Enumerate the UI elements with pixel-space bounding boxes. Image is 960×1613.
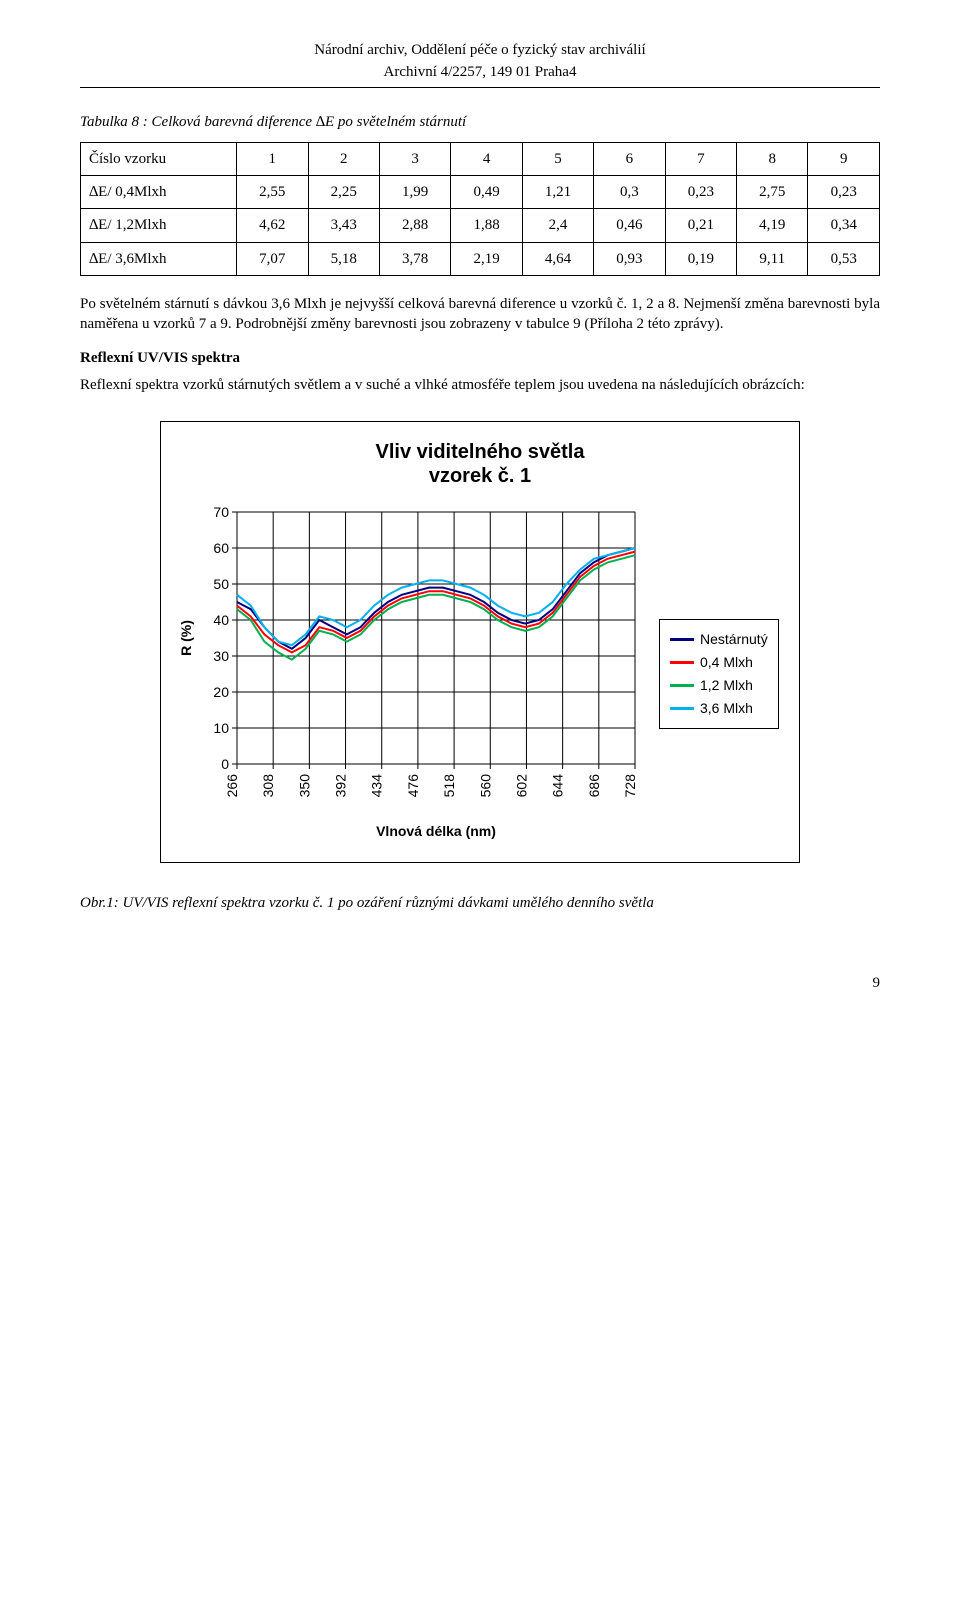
table-cell: 0,21: [665, 209, 736, 242]
table-cell: 2,55: [237, 176, 308, 209]
table-cell: ∆E/ 3,6Mlxh: [81, 242, 237, 275]
table-cell: 0,53: [808, 242, 880, 275]
svg-text:R (%): R (%): [178, 620, 194, 656]
legend-label: Nestárnutý: [700, 630, 768, 649]
chart-title: Vliv viditelného světla vzorek č. 1: [175, 440, 785, 488]
table-header-cell: 4: [451, 142, 522, 175]
svg-text:266: 266: [224, 774, 240, 798]
table-cell: 1,88: [451, 209, 522, 242]
legend-item: Nestárnutý: [670, 630, 768, 649]
table-row: ∆E/ 3,6Mlxh7,075,183,782,194,640,930,199…: [81, 242, 880, 275]
table-cell: 0,34: [808, 209, 880, 242]
svg-text:644: 644: [550, 774, 566, 798]
table-cell: 0,49: [451, 176, 522, 209]
page-number: 9: [80, 973, 880, 993]
table-row: ∆E/ 0,4Mlxh2,552,251,990,491,210,30,232,…: [81, 176, 880, 209]
table-cell: 7,07: [237, 242, 308, 275]
table-caption: Tabulka 8 : Celková barevná diference ∆E…: [80, 112, 880, 132]
table-cell: 5,18: [308, 242, 379, 275]
table-cell: 0,3: [594, 176, 665, 209]
table-header-cell: 5: [522, 142, 593, 175]
svg-text:308: 308: [260, 774, 276, 798]
svg-text:60: 60: [213, 540, 229, 556]
legend-swatch: [670, 638, 694, 641]
header-rule: [80, 87, 880, 88]
table-cell: 0,23: [665, 176, 736, 209]
table-header-cell: 1: [237, 142, 308, 175]
table-cell: 0,46: [594, 209, 665, 242]
table-cell: 4,19: [737, 209, 808, 242]
legend-item: 1,2 Mlxh: [670, 676, 768, 695]
svg-text:476: 476: [405, 774, 421, 798]
legend-item: 3,6 Mlxh: [670, 699, 768, 718]
data-table: Číslo vzorku123456789 ∆E/ 0,4Mlxh2,552,2…: [80, 142, 880, 276]
line-chart: 0 10 20 30 40 50 60 70 266 308 350 392 434 476 518 560 6…: [175, 504, 645, 844]
doc-header-line2: Archivní 4/2257, 149 01 Praha4: [80, 62, 880, 82]
table-cell: 2,4: [522, 209, 593, 242]
table-cell: 4,62: [237, 209, 308, 242]
svg-text:70: 70: [213, 504, 229, 520]
legend-label: 1,2 Mlxh: [700, 676, 753, 695]
table-row: ∆E/ 1,2Mlxh4,623,432,881,882,40,460,214,…: [81, 209, 880, 242]
table-header-cell: 9: [808, 142, 880, 175]
table-cell: 1,21: [522, 176, 593, 209]
svg-text:728: 728: [622, 774, 638, 798]
legend-label: 0,4 Mlxh: [700, 653, 753, 672]
table-cell: 2,88: [379, 209, 450, 242]
table-header-cell: 6: [594, 142, 665, 175]
svg-text:392: 392: [333, 774, 349, 798]
table-cell: 4,64: [522, 242, 593, 275]
body-para-2: Reflexní spektra vzorků stárnutých světl…: [80, 375, 880, 395]
doc-header-line1: Národní archiv, Oddělení péče o fyzický …: [80, 40, 880, 60]
chart-title-line1: Vliv viditelného světla: [376, 441, 585, 463]
svg-text:30: 30: [213, 648, 229, 664]
svg-text:10: 10: [213, 720, 229, 736]
legend-swatch: [670, 684, 694, 687]
table-cell: 3,78: [379, 242, 450, 275]
svg-text:50: 50: [213, 576, 229, 592]
chart-legend: Nestárnutý 0,4 Mlxh 1,2 Mlxh 3,6 Mlxh: [659, 619, 779, 729]
svg-text:40: 40: [213, 612, 229, 628]
legend-item: 0,4 Mlxh: [670, 653, 768, 672]
table-cell: ∆E/ 1,2Mlxh: [81, 209, 237, 242]
svg-text:Vlnová délka (nm): Vlnová délka (nm): [376, 823, 496, 839]
table-cell: 0,23: [808, 176, 880, 209]
table-header-cell: 3: [379, 142, 450, 175]
table-header-cell: 7: [665, 142, 736, 175]
table-cell: 2,19: [451, 242, 522, 275]
table-cell: 3,43: [308, 209, 379, 242]
svg-text:518: 518: [441, 774, 457, 798]
svg-text:686: 686: [586, 774, 602, 798]
svg-text:602: 602: [513, 774, 529, 798]
table-cell: 9,11: [737, 242, 808, 275]
table-cell: 2,75: [737, 176, 808, 209]
svg-text:434: 434: [369, 774, 385, 798]
legend-swatch: [670, 707, 694, 710]
svg-text:0: 0: [221, 756, 229, 772]
table-cell: 1,99: [379, 176, 450, 209]
table-cell: ∆E/ 0,4Mlxh: [81, 176, 237, 209]
chart-title-line2: vzorek č. 1: [429, 465, 531, 487]
table-header-cell: 2: [308, 142, 379, 175]
svg-text:560: 560: [477, 774, 493, 798]
table-cell: 0,19: [665, 242, 736, 275]
legend-label: 3,6 Mlxh: [700, 699, 753, 718]
svg-text:350: 350: [296, 774, 312, 798]
figure-caption: Obr.1: UV/VIS reflexní spektra vzorku č.…: [128, 893, 880, 913]
svg-text:20: 20: [213, 684, 229, 700]
table-header-cell: Číslo vzorku: [81, 142, 237, 175]
legend-swatch: [670, 661, 694, 664]
section-heading: Reflexní UV/VIS spektra: [80, 348, 880, 368]
table-cell: 0,93: [594, 242, 665, 275]
chart-container: Vliv viditelného světla vzorek č. 1 0 10 2…: [160, 421, 800, 863]
table-cell: 2,25: [308, 176, 379, 209]
table-header-cell: 8: [737, 142, 808, 175]
body-para-1: Po světelném stárnutí s dávkou 3,6 Mlxh …: [80, 294, 880, 335]
